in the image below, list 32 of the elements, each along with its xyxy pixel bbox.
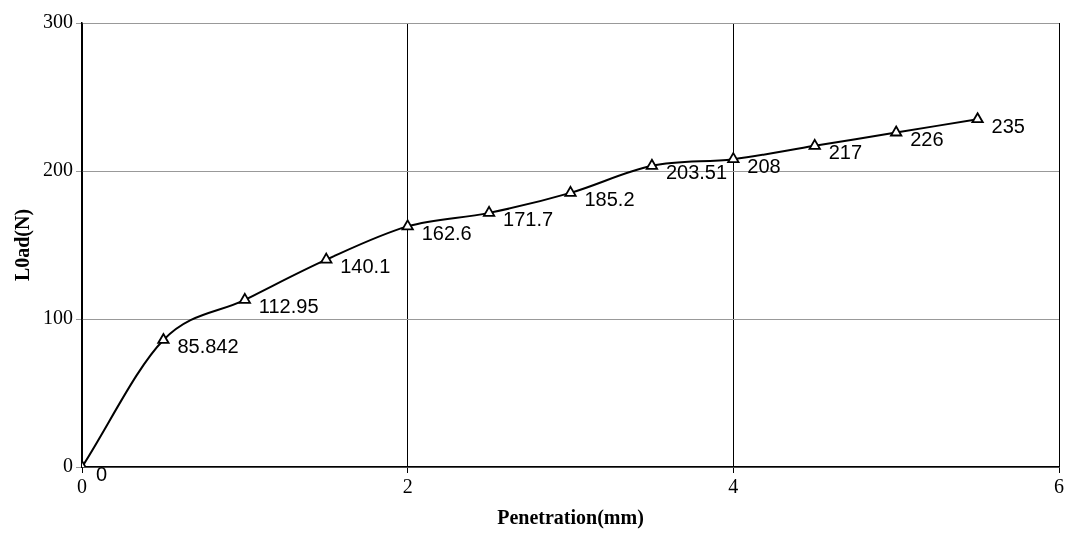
point — [645, 158, 659, 170]
x-tick-label: 4 — [728, 475, 739, 498]
point — [238, 292, 251, 304]
data-label: 217 — [828, 141, 863, 164]
x-tick-label: 6 — [1054, 475, 1064, 498]
data-label: 112.95 — [258, 295, 319, 318]
data-label: 85.842 — [177, 335, 239, 358]
y-tick-label: 300 — [43, 10, 73, 33]
point — [157, 333, 170, 344]
data-label: 140.1 — [340, 255, 391, 278]
point — [482, 205, 496, 217]
y-tick-label: 100 — [43, 306, 73, 329]
point — [401, 219, 414, 231]
x-axis-title: Penetration(mm) — [497, 506, 644, 530]
point — [727, 152, 740, 164]
data-label: 185.2 — [584, 188, 635, 211]
y-tick-label: 200 — [43, 158, 73, 181]
y-axis-title: L0ad(N) — [11, 208, 35, 282]
data-label: 226 — [910, 128, 944, 151]
point — [971, 112, 984, 124]
x-tick-label: 2 — [402, 475, 413, 498]
data-label: 235 — [991, 114, 1025, 137]
x-tick-label: 0 — [77, 475, 87, 498]
point — [320, 252, 333, 264]
point — [890, 125, 903, 137]
point — [808, 138, 821, 150]
data-label: 208 — [747, 154, 781, 177]
y-tick-label: 0 — [63, 454, 73, 477]
data-label: 162.6 — [421, 221, 472, 244]
point — [564, 186, 577, 197]
data-label: 203.51 — [665, 161, 728, 184]
data-label: 171.7 — [503, 208, 554, 231]
